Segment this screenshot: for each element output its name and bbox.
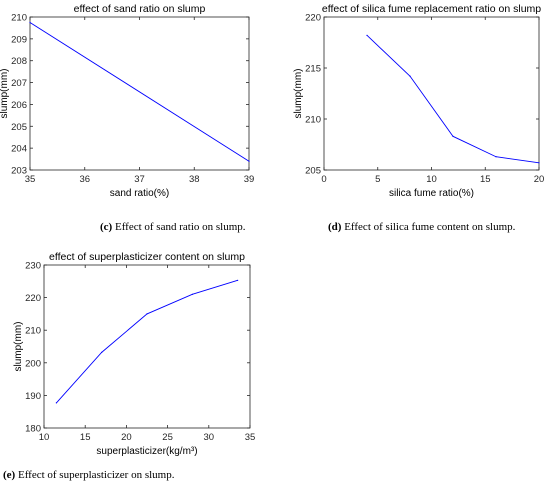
y-tick-label: 230	[25, 261, 41, 272]
figure-caption: (d) Effect of silica fume content on slu…	[328, 221, 516, 233]
y-tick-label: 220	[305, 13, 321, 24]
x-tick-label: 38	[189, 174, 200, 185]
plot-area	[323, 16, 540, 171]
x-tick-label: 39	[244, 174, 255, 185]
x-tick-label: 20	[121, 432, 132, 443]
y-tick-label: 209	[11, 34, 27, 45]
data-point	[146, 313, 148, 315]
y-tick-label: 210	[305, 115, 321, 126]
data-point	[237, 279, 239, 281]
y-tick-label: 220	[25, 293, 41, 304]
figure-caption: (c) Effect of sand ratio on slump.	[100, 221, 246, 233]
y-tick-label: 210	[11, 13, 27, 24]
y-axis-label: slump(mm)	[13, 322, 24, 372]
x-axis-label: sand ratio(%)	[110, 188, 169, 199]
chart-title: effect of sand ratio on slump	[74, 3, 206, 15]
y-tick-label: 190	[25, 391, 41, 402]
caption-text: Effect of silica fume content on slump.	[341, 221, 515, 233]
data-point	[29, 21, 31, 24]
y-tick-label: 215	[305, 64, 321, 75]
plot-area	[29, 16, 250, 171]
y-tick-label: 206	[11, 100, 27, 111]
data-point	[191, 293, 193, 295]
x-axis-label: silica fume ratio(%)	[389, 188, 474, 199]
x-tick-label: 36	[79, 174, 90, 185]
x-tick-label: 10	[39, 432, 50, 443]
chart-title: effect of silica fume replacement ratio …	[322, 3, 541, 15]
x-tick-label: 30	[204, 432, 215, 443]
x-tick-label: 0	[321, 174, 326, 185]
y-tick-label: 205	[305, 166, 321, 177]
data-point	[452, 135, 454, 137]
data-point	[366, 34, 368, 36]
y-tick-label: 205	[11, 122, 27, 133]
caption-label: (c)	[100, 221, 113, 233]
data-point	[248, 160, 250, 162]
chart-title: effect of superplasticizer content on sl…	[49, 251, 245, 263]
y-tick-label: 204	[11, 144, 27, 155]
caption-label: (d)	[328, 221, 342, 233]
caption-text: Effect of sand ratio on slump.	[112, 221, 246, 233]
y-axis-label: slump(mm)	[293, 69, 304, 119]
x-tick-label: 5	[375, 174, 380, 185]
chart-e: 10 15 20 25 30 35 180 190 200 210 220 230 effect of …	[3, 251, 255, 481]
data-point	[495, 156, 497, 158]
y-tick-label: 210	[25, 326, 41, 337]
series-line	[29, 22, 250, 162]
x-axis-label: superplasticizer(kg/m³)	[96, 446, 197, 457]
y-tick-label: 180	[25, 424, 41, 435]
chart-c: 35 36 37 38 39 203 204 205 206 207 208 209 210 effect…	[0, 3, 254, 233]
data-point	[101, 351, 103, 353]
x-tick-label: 35	[245, 432, 256, 443]
y-tick-label: 208	[11, 56, 27, 67]
data-point	[409, 75, 411, 77]
data-point	[55, 402, 57, 404]
data-point	[538, 162, 540, 164]
x-tick-label: 35	[25, 174, 36, 185]
x-tick-label: 25	[162, 432, 173, 443]
y-axis-label: slump(mm)	[0, 69, 10, 119]
x-tick-label: 10	[426, 174, 437, 185]
x-tick-label: 15	[480, 174, 491, 185]
caption-text: Effect of superplasticizer on slump.	[15, 469, 174, 481]
y-tick-label: 203	[11, 166, 27, 177]
y-tick-label: 207	[11, 78, 27, 89]
y-tick-label: 200	[25, 358, 41, 369]
x-tick-label: 20	[534, 174, 545, 185]
x-tick-label: 15	[80, 432, 91, 443]
figure-caption: (e) Effect of superplasticizer on slump.	[3, 469, 175, 481]
caption-label: (e)	[3, 469, 16, 481]
x-tick-label: 37	[134, 174, 145, 185]
plot-area	[43, 264, 251, 429]
